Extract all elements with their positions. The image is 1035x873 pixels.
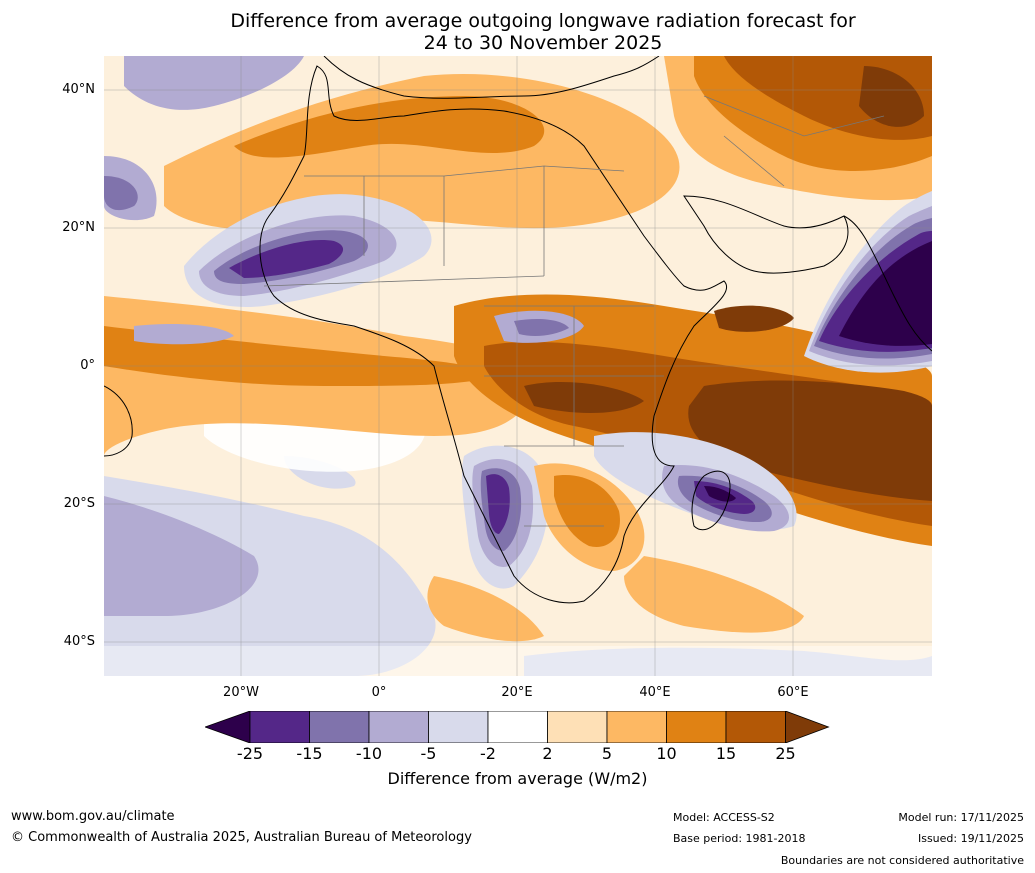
colorbar-tick-label: -10	[355, 744, 383, 763]
lon-label-60e: 60°E	[777, 685, 809, 700]
footer-website: www.bom.gov.au/climate	[11, 809, 175, 824]
colorbar-segment	[309, 710, 370, 744]
colorbar-extend-high	[785, 710, 830, 744]
colorbar-segment	[249, 710, 310, 744]
coastlines	[104, 56, 932, 604]
footer-copyright: © Commonwealth of Australia 2025, Austra…	[11, 830, 472, 845]
title-line-1: Difference from average outgoing longwav…	[230, 10, 856, 32]
footer-issued: Issued: 19/11/2025	[917, 832, 1024, 845]
footer-model-run: Model run: 17/11/2025	[898, 811, 1024, 824]
colorbar	[203, 710, 830, 747]
colorbar-tick-label: -25	[236, 744, 264, 763]
lat-label-40n: 40°N	[62, 82, 95, 97]
colorbar-tick-label: 25	[775, 744, 796, 763]
colorbar-tick-label: -15	[296, 744, 323, 763]
colorbar-segment	[428, 710, 489, 744]
lon-label-40e: 40°E	[639, 685, 671, 700]
colorbar-segment	[547, 710, 608, 744]
colorbar-segment	[666, 710, 727, 744]
lat-label-20s: 20°S	[63, 496, 95, 511]
graticule	[104, 56, 932, 676]
chart-title: Difference from average outgoing longwav…	[0, 10, 1035, 54]
colorbar-tick-label: 2	[542, 744, 553, 763]
region-north-africa-positive	[164, 74, 680, 230]
lon-label-20e: 20°E	[501, 685, 533, 700]
colorbar-tick-label: 15	[715, 744, 737, 763]
colorbar-label: Difference from average (W/m2)	[387, 769, 648, 788]
region-indian-ocean-positive-max	[688, 380, 932, 501]
lat-label-40s: 40°S	[63, 634, 95, 649]
footer-boundaries: Boundaries are not considered authoritat…	[780, 854, 1024, 867]
lat-label-20n: 20°N	[62, 220, 95, 235]
country-borders	[263, 95, 885, 527]
lon-label-0: 0°	[371, 685, 387, 700]
colorbar-segment	[725, 710, 786, 744]
title-line-2: 24 to 30 November 2025	[423, 32, 663, 54]
footer-model: Model: ACCESS-S2	[673, 811, 775, 824]
colorbar-segment	[487, 710, 548, 744]
region-north-atlantic-negative	[124, 56, 304, 110]
colorbar-segment	[368, 710, 429, 744]
lat-label-0: 0°	[80, 358, 95, 373]
colorbar-segment	[606, 710, 667, 744]
footer-base-period: Base period: 1981-2018	[673, 832, 806, 845]
colorbar-tick-label: 5	[601, 744, 613, 763]
colorbar-tick-label: -5	[420, 744, 437, 763]
colorbar-tick-label: 10	[656, 744, 677, 763]
colorbar-extend-low	[203, 710, 251, 744]
colorbar-tick-label: -2	[480, 744, 496, 763]
lon-label-20w: 20°W	[223, 685, 259, 700]
olr-anomaly-map	[104, 56, 932, 676]
